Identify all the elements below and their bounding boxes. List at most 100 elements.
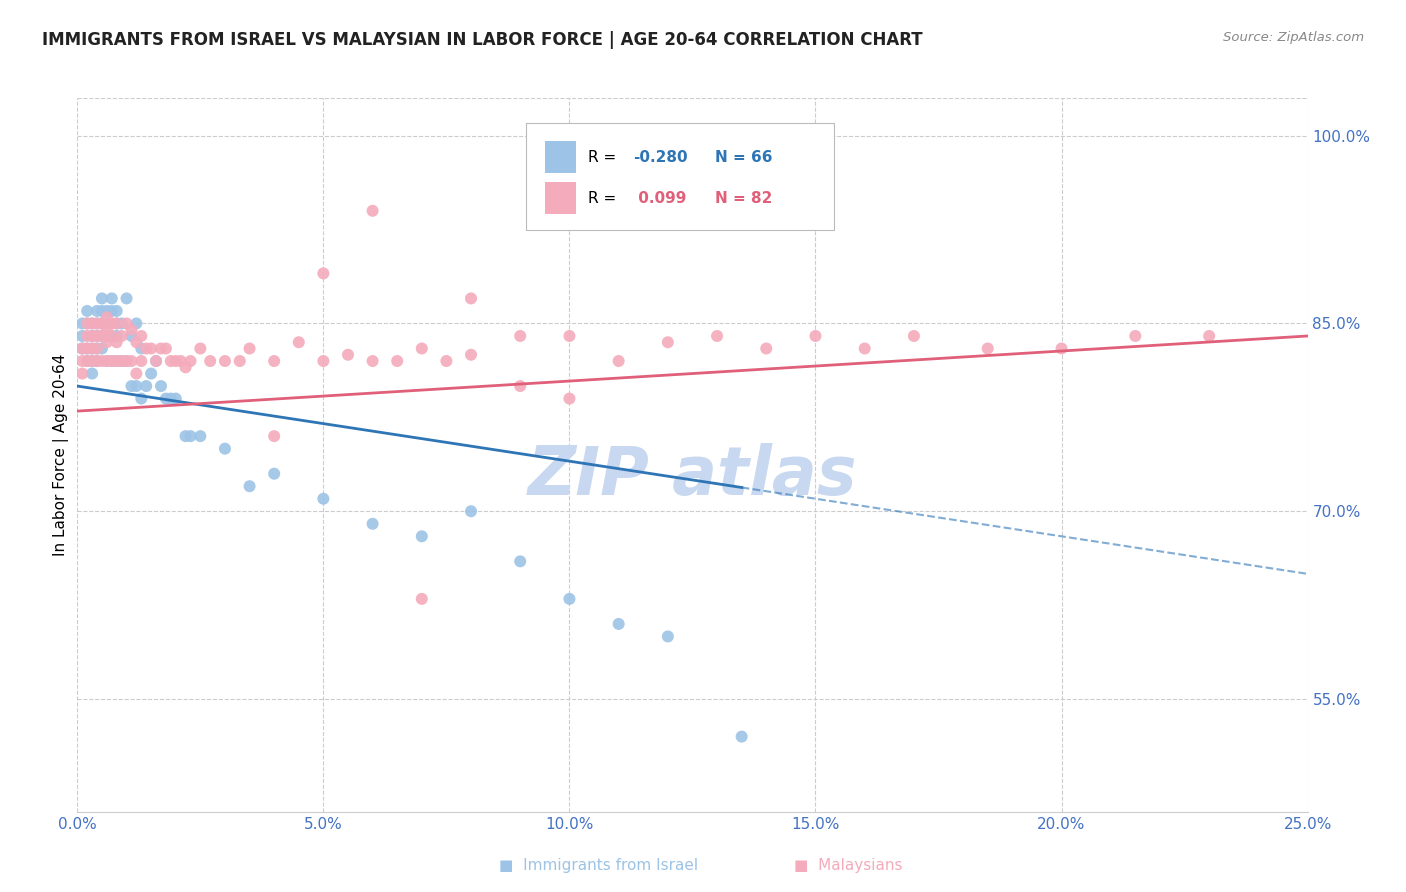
Point	[607, 354, 630, 368]
Point	[96, 335, 118, 350]
Point	[105, 329, 128, 343]
Point	[1125, 329, 1147, 343]
Point	[76, 317, 98, 331]
Point	[165, 392, 187, 406]
Point	[111, 329, 132, 343]
Point	[460, 348, 482, 362]
Point	[82, 342, 104, 356]
Point	[121, 379, 143, 393]
Point	[105, 335, 128, 350]
FancyBboxPatch shape	[546, 141, 575, 173]
Point	[82, 354, 104, 368]
Text: R =: R =	[588, 191, 621, 205]
Point	[755, 342, 778, 356]
Point	[903, 329, 925, 343]
Point	[312, 266, 335, 280]
Point	[96, 354, 118, 368]
Point	[86, 317, 108, 331]
Point	[96, 310, 118, 325]
Point	[239, 479, 262, 493]
Point	[141, 342, 163, 356]
Point	[121, 329, 143, 343]
Point	[101, 354, 124, 368]
Point	[170, 354, 193, 368]
Point	[155, 392, 177, 406]
Point	[558, 392, 581, 406]
Point	[76, 304, 98, 318]
Point	[86, 354, 108, 368]
Point	[288, 335, 311, 350]
Point	[436, 354, 458, 368]
Y-axis label: In Labor Force | Age 20-64: In Labor Force | Age 20-64	[53, 354, 69, 556]
Point	[190, 429, 212, 443]
Point	[121, 323, 143, 337]
Point	[105, 317, 128, 331]
Text: 0.099: 0.099	[634, 191, 686, 205]
Point	[82, 367, 104, 381]
Point	[155, 342, 177, 356]
Point	[111, 317, 132, 331]
Point	[125, 367, 148, 381]
Point	[90, 292, 114, 306]
Point	[82, 329, 104, 343]
Point	[558, 329, 581, 343]
Point	[76, 342, 98, 356]
Point	[657, 630, 679, 644]
Point	[731, 730, 754, 744]
Point	[82, 354, 104, 368]
Text: N = 82: N = 82	[714, 191, 772, 205]
Point	[180, 354, 202, 368]
Point	[82, 317, 104, 331]
Point	[115, 317, 138, 331]
Point	[86, 342, 108, 356]
Point	[558, 591, 581, 606]
Point	[96, 304, 118, 318]
Point	[105, 304, 128, 318]
Point	[82, 342, 104, 356]
Point	[239, 342, 262, 356]
Point	[706, 329, 728, 343]
Point	[165, 354, 187, 368]
Point	[105, 354, 128, 368]
Point	[101, 304, 124, 318]
Point	[657, 335, 679, 350]
Point	[125, 317, 148, 331]
Point	[1050, 342, 1073, 356]
Point	[200, 354, 222, 368]
Point	[101, 329, 124, 343]
Point	[509, 329, 531, 343]
Point	[111, 354, 132, 368]
Point	[115, 354, 138, 368]
Point	[135, 342, 157, 356]
Point	[76, 329, 98, 343]
Point	[214, 442, 236, 456]
Point	[150, 379, 173, 393]
Point	[411, 529, 433, 543]
Text: N = 66: N = 66	[714, 150, 772, 165]
Text: R =: R =	[588, 150, 621, 165]
Text: ■  Immigrants from Israel: ■ Immigrants from Israel	[499, 858, 699, 872]
Point	[115, 292, 138, 306]
FancyBboxPatch shape	[546, 182, 575, 214]
Point	[180, 429, 202, 443]
Point	[361, 203, 384, 218]
Point	[312, 354, 335, 368]
Point	[101, 354, 124, 368]
Point	[125, 379, 148, 393]
Point	[131, 342, 153, 356]
Point	[312, 491, 335, 506]
Point	[96, 323, 118, 337]
Point	[86, 354, 108, 368]
Point	[607, 616, 630, 631]
Point	[509, 554, 531, 568]
Point	[145, 354, 167, 368]
Point	[90, 317, 114, 331]
Point	[977, 342, 1000, 356]
Point	[76, 354, 98, 368]
Point	[76, 342, 98, 356]
Point	[125, 335, 148, 350]
Point	[76, 317, 98, 331]
Point	[86, 317, 108, 331]
Point	[361, 516, 384, 531]
Point	[460, 504, 482, 518]
